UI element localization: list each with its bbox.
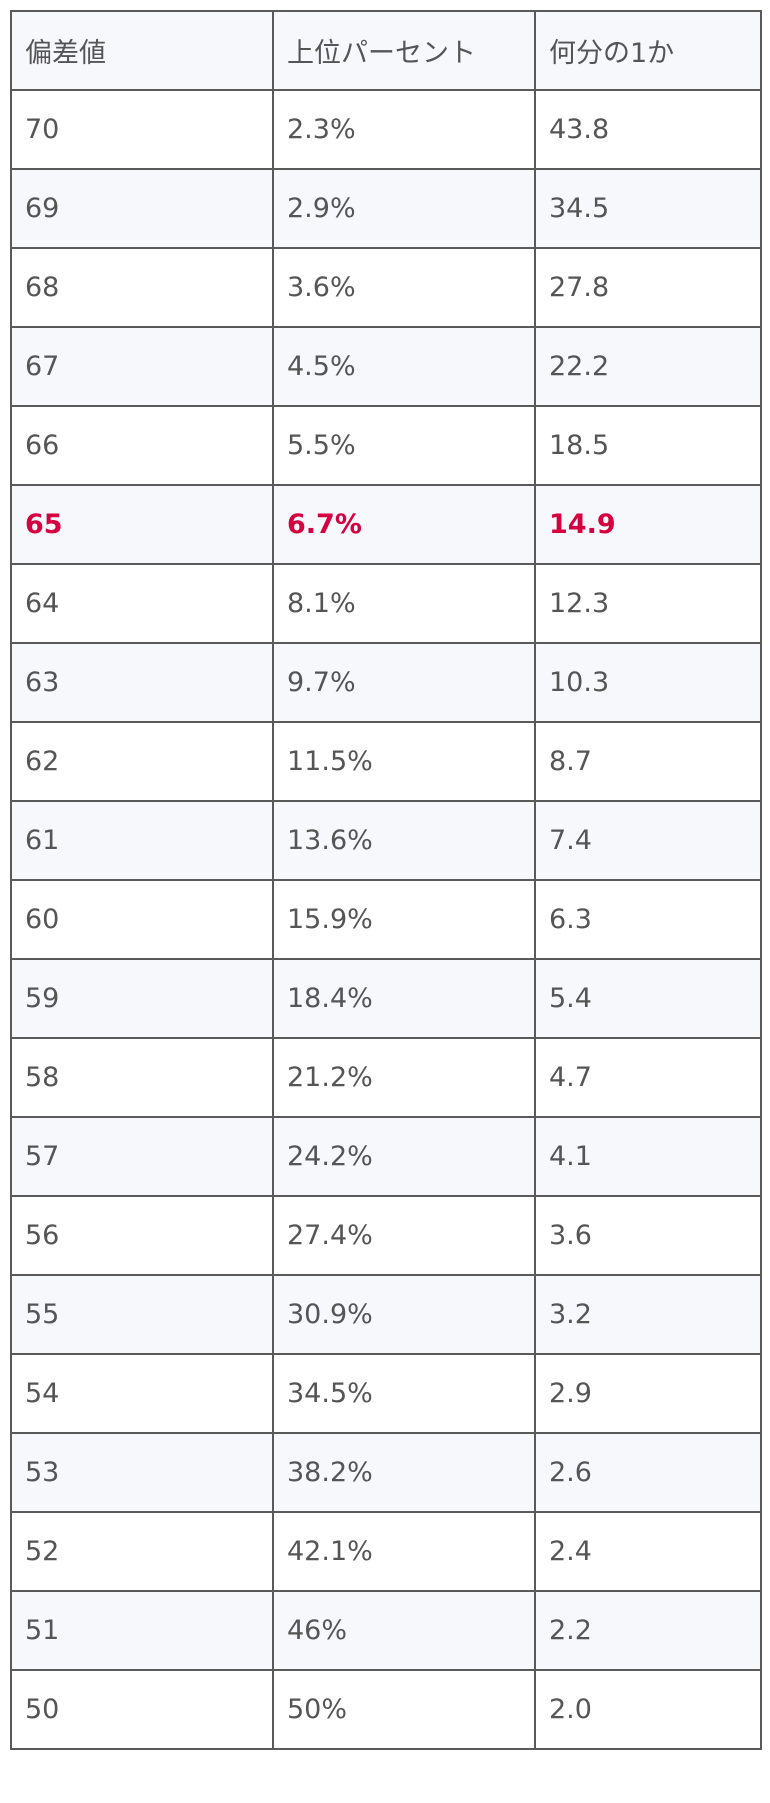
cell-top-percent: 46% [272,1590,536,1671]
cell-one-in-n: 2.9 [534,1353,762,1434]
cell-one-in-n: 4.7 [534,1037,762,1118]
header-one-in-n: 何分の1か [534,10,762,91]
table-row: 52 42.1% 2.4 [10,1511,762,1592]
table-row: 67 4.5% 22.2 [10,326,762,407]
cell-one-in-n: 2.4 [534,1511,762,1592]
header-deviation: 偏差値 [10,10,274,91]
cell-top-percent: 5.5% [272,405,536,486]
cell-one-in-n: 2.6 [534,1432,762,1513]
table-row: 51 46% 2.2 [10,1590,762,1671]
cell-top-percent: 2.3% [272,89,536,170]
table-row: 59 18.4% 5.4 [10,958,762,1039]
cell-one-in-n: 14.9 [534,484,762,565]
cell-one-in-n: 27.8 [534,247,762,328]
cell-top-percent: 8.1% [272,563,536,644]
table-row: 54 34.5% 2.9 [10,1353,762,1434]
cell-deviation: 53 [10,1432,274,1513]
cell-deviation: 57 [10,1116,274,1197]
table-container: 偏差値 上位パーセント 何分の1か 70 2.3% 43.8 69 2.9% 34.5 68… [10,10,762,1750]
table-row: 53 38.2% 2.6 [10,1432,762,1513]
table-row: 56 27.4% 3.6 [10,1195,762,1276]
cell-deviation: 56 [10,1195,274,1276]
table-row: 58 21.2% 4.7 [10,1037,762,1118]
table-row: 57 24.2% 4.1 [10,1116,762,1197]
cell-deviation: 66 [10,405,274,486]
cell-top-percent: 42.1% [272,1511,536,1592]
cell-one-in-n: 3.6 [534,1195,762,1276]
cell-deviation: 62 [10,721,274,802]
cell-deviation: 61 [10,800,274,881]
cell-deviation: 50 [10,1669,274,1750]
cell-top-percent: 3.6% [272,247,536,328]
cell-deviation: 55 [10,1274,274,1355]
cell-one-in-n: 18.5 [534,405,762,486]
cell-one-in-n: 7.4 [534,800,762,881]
cell-top-percent: 50% [272,1669,536,1750]
cell-top-percent: 34.5% [272,1353,536,1434]
table-row: 66 5.5% 18.5 [10,405,762,486]
cell-deviation: 63 [10,642,274,723]
header-top-percent: 上位パーセント [272,10,536,91]
cell-top-percent: 11.5% [272,721,536,802]
cell-one-in-n: 8.7 [534,721,762,802]
table-row: 62 11.5% 8.7 [10,721,762,802]
cell-one-in-n: 10.3 [534,642,762,723]
cell-one-in-n: 34.5 [534,168,762,249]
cell-top-percent: 38.2% [272,1432,536,1513]
table-body: 70 2.3% 43.8 69 2.9% 34.5 68 3.6% 27.8 67 4.5% 22.2… [10,89,762,1750]
cell-deviation: 69 [10,168,274,249]
cell-deviation: 54 [10,1353,274,1434]
cell-top-percent: 21.2% [272,1037,536,1118]
cell-one-in-n: 22.2 [534,326,762,407]
cell-one-in-n: 4.1 [534,1116,762,1197]
table-row: 50 50% 2.0 [10,1669,762,1750]
cell-deviation: 60 [10,879,274,960]
cell-one-in-n: 2.2 [534,1590,762,1671]
table-row: 70 2.3% 43.8 [10,89,762,170]
cell-deviation: 70 [10,89,274,170]
cell-top-percent: 24.2% [272,1116,536,1197]
header-row: 偏差値 上位パーセント 何分の1か [10,10,762,91]
deviation-table: 偏差値 上位パーセント 何分の1か 70 2.3% 43.8 69 2.9% 34.5 68… [10,10,762,1750]
cell-top-percent: 13.6% [272,800,536,881]
cell-one-in-n: 3.2 [534,1274,762,1355]
table-row: 68 3.6% 27.8 [10,247,762,328]
cell-top-percent: 9.7% [272,642,536,723]
table-row: 60 15.9% 6.3 [10,879,762,960]
cell-deviation: 51 [10,1590,274,1671]
cell-top-percent: 15.9% [272,879,536,960]
cell-deviation: 59 [10,958,274,1039]
cell-deviation: 65 [10,484,274,565]
cell-top-percent: 30.9% [272,1274,536,1355]
cell-deviation: 58 [10,1037,274,1118]
table-row: 63 9.7% 10.3 [10,642,762,723]
cell-top-percent: 2.9% [272,168,536,249]
cell-deviation: 52 [10,1511,274,1592]
cell-one-in-n: 2.0 [534,1669,762,1750]
cell-one-in-n: 43.8 [534,89,762,170]
cell-deviation: 68 [10,247,274,328]
cell-one-in-n: 12.3 [534,563,762,644]
cell-top-percent: 6.7% [272,484,536,565]
cell-one-in-n: 5.4 [534,958,762,1039]
table-row: 64 8.1% 12.3 [10,563,762,644]
cell-one-in-n: 6.3 [534,879,762,960]
cell-top-percent: 18.4% [272,958,536,1039]
cell-deviation: 64 [10,563,274,644]
cell-deviation: 67 [10,326,274,407]
table-row: 69 2.9% 34.5 [10,168,762,249]
table-row: 61 13.6% 7.4 [10,800,762,881]
cell-top-percent: 27.4% [272,1195,536,1276]
cell-top-percent: 4.5% [272,326,536,407]
table-row: 65 6.7% 14.9 [10,484,762,565]
table-row: 55 30.9% 3.2 [10,1274,762,1355]
